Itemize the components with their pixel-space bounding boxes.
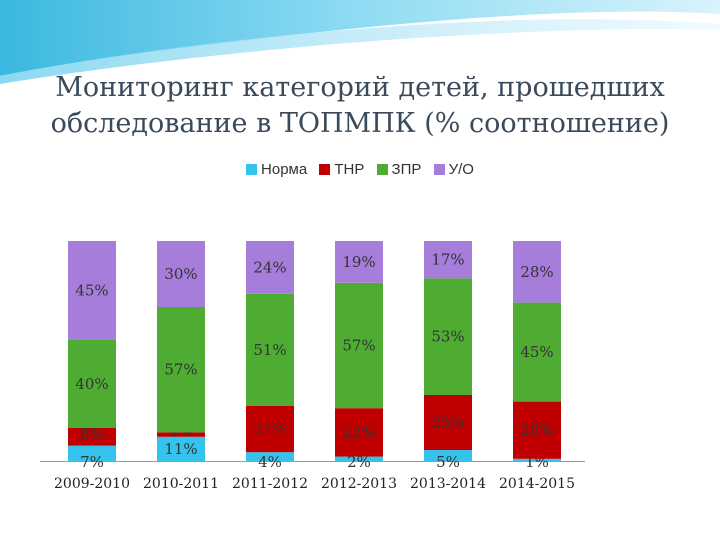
data-label-zpr-2014-2015: 45% <box>520 343 553 361</box>
legend-item-norma: Норма <box>246 161 307 178</box>
x-tick-label-2011-2012: 2011-2012 <box>232 476 308 492</box>
bar-zpr-2009-2010 <box>68 340 116 428</box>
chart-title-line-1: Мониторинг категорий детей, прошедших <box>55 72 665 103</box>
bar-tnr-2009-2010 <box>68 428 116 446</box>
data-label-norma-2011-2012: 4% <box>258 453 282 471</box>
bar-norma-2012-2013 <box>335 456 383 461</box>
legend-swatch-norma <box>246 164 258 175</box>
data-label-norma-2012-2013: 2% <box>347 453 371 471</box>
legend-item-zpr: ЗПР <box>376 161 422 178</box>
bar-norma-2014-2015 <box>513 458 561 461</box>
legend-label-tnr: ТНР <box>334 161 365 178</box>
header-swoosh-decoration <box>0 0 720 84</box>
bar-zpr-2014-2015 <box>513 302 561 402</box>
bar-tnr-2010-2011 <box>157 432 205 437</box>
x-tick-label-2010-2011: 2010-2011 <box>143 476 219 492</box>
data-label-uo-2012-2013: 19% <box>342 253 375 271</box>
data-label-tnr-2012-2013: 22% <box>342 423 375 441</box>
x-tick-label-2013-2014: 2013-2014 <box>410 476 486 492</box>
bar-norma-2011-2012 <box>246 452 294 461</box>
legend-label-norma: Норма <box>261 161 308 178</box>
data-label-zpr-2009-2010: 40% <box>75 375 108 393</box>
x-tick-label-2012-2013: 2012-2013 <box>321 476 397 492</box>
bar-norma-2013-2014 <box>424 450 472 461</box>
bar-tnr-2011-2012 <box>246 406 294 453</box>
data-label-uo-2013-2014: 17% <box>431 251 464 269</box>
data-label-tnr-2014-2015: 26% <box>520 421 553 439</box>
x-tick-label-2009-2010: 2009-2010 <box>54 476 130 492</box>
bar-tnr-2013-2014 <box>424 395 472 450</box>
data-label-norma-2010-2011: 11% <box>164 440 197 458</box>
bar-zpr-2010-2011 <box>157 307 205 433</box>
data-label-uo-2010-2011: 30% <box>164 265 197 283</box>
data-label-uo-2009-2010: 45% <box>75 282 108 300</box>
chart-legend: Норма ТНР ЗПР У/О <box>0 161 720 178</box>
chart-title-line-2: обследование в ТОПМПК (% соотношение) <box>50 108 670 139</box>
bar-uo-2009-2010 <box>68 241 116 340</box>
bar-zpr-2012-2013 <box>335 282 383 409</box>
legend-label-uo: У/О <box>448 161 474 178</box>
data-label-uo-2014-2015: 28% <box>520 263 553 281</box>
data-label-zpr-2010-2011: 57% <box>164 361 197 379</box>
legend-swatch-tnr <box>319 164 331 175</box>
legend-swatch-uo <box>433 164 445 175</box>
bar-tnr-2014-2015 <box>513 401 561 459</box>
chart-title: Мониторинг категорий детей, прошедших об… <box>0 70 720 142</box>
data-label-tnr-2013-2014: 25% <box>431 414 464 432</box>
data-label-zpr-2013-2014: 53% <box>431 328 464 346</box>
bar-zpr-2011-2012 <box>246 293 294 406</box>
data-label-tnr-2011-2012: 21% <box>253 420 286 438</box>
data-label-uo-2011-2012: 24% <box>253 258 286 276</box>
bar-tnr-2012-2013 <box>335 408 383 457</box>
bar-norma-2010-2011 <box>157 436 205 461</box>
legend-item-tnr: ТНР <box>319 161 364 178</box>
data-label-zpr-2011-2012: 51% <box>253 341 286 359</box>
bar-uo-2010-2011 <box>157 241 205 307</box>
legend-label-zpr: ЗПР <box>391 161 422 178</box>
bar-zpr-2013-2014 <box>424 278 472 395</box>
bar-norma-2009-2010 <box>68 445 116 461</box>
x-tick-label-2014-2015: 2014-2015 <box>499 476 575 492</box>
bar-uo-2011-2012 <box>246 241 294 294</box>
bar-uo-2012-2013 <box>335 241 383 283</box>
data-label-norma-2009-2010: 7% <box>80 453 104 471</box>
legend-item-uo: У/О <box>433 161 474 178</box>
data-label-norma-2013-2014: 5% <box>436 453 460 471</box>
bar-uo-2014-2015 <box>513 241 561 303</box>
data-label-zpr-2012-2013: 57% <box>342 337 375 355</box>
bar-uo-2013-2014 <box>424 241 472 279</box>
legend-swatch-zpr <box>376 164 388 175</box>
data-label-tnr-2009-2010: 8% <box>80 425 104 443</box>
